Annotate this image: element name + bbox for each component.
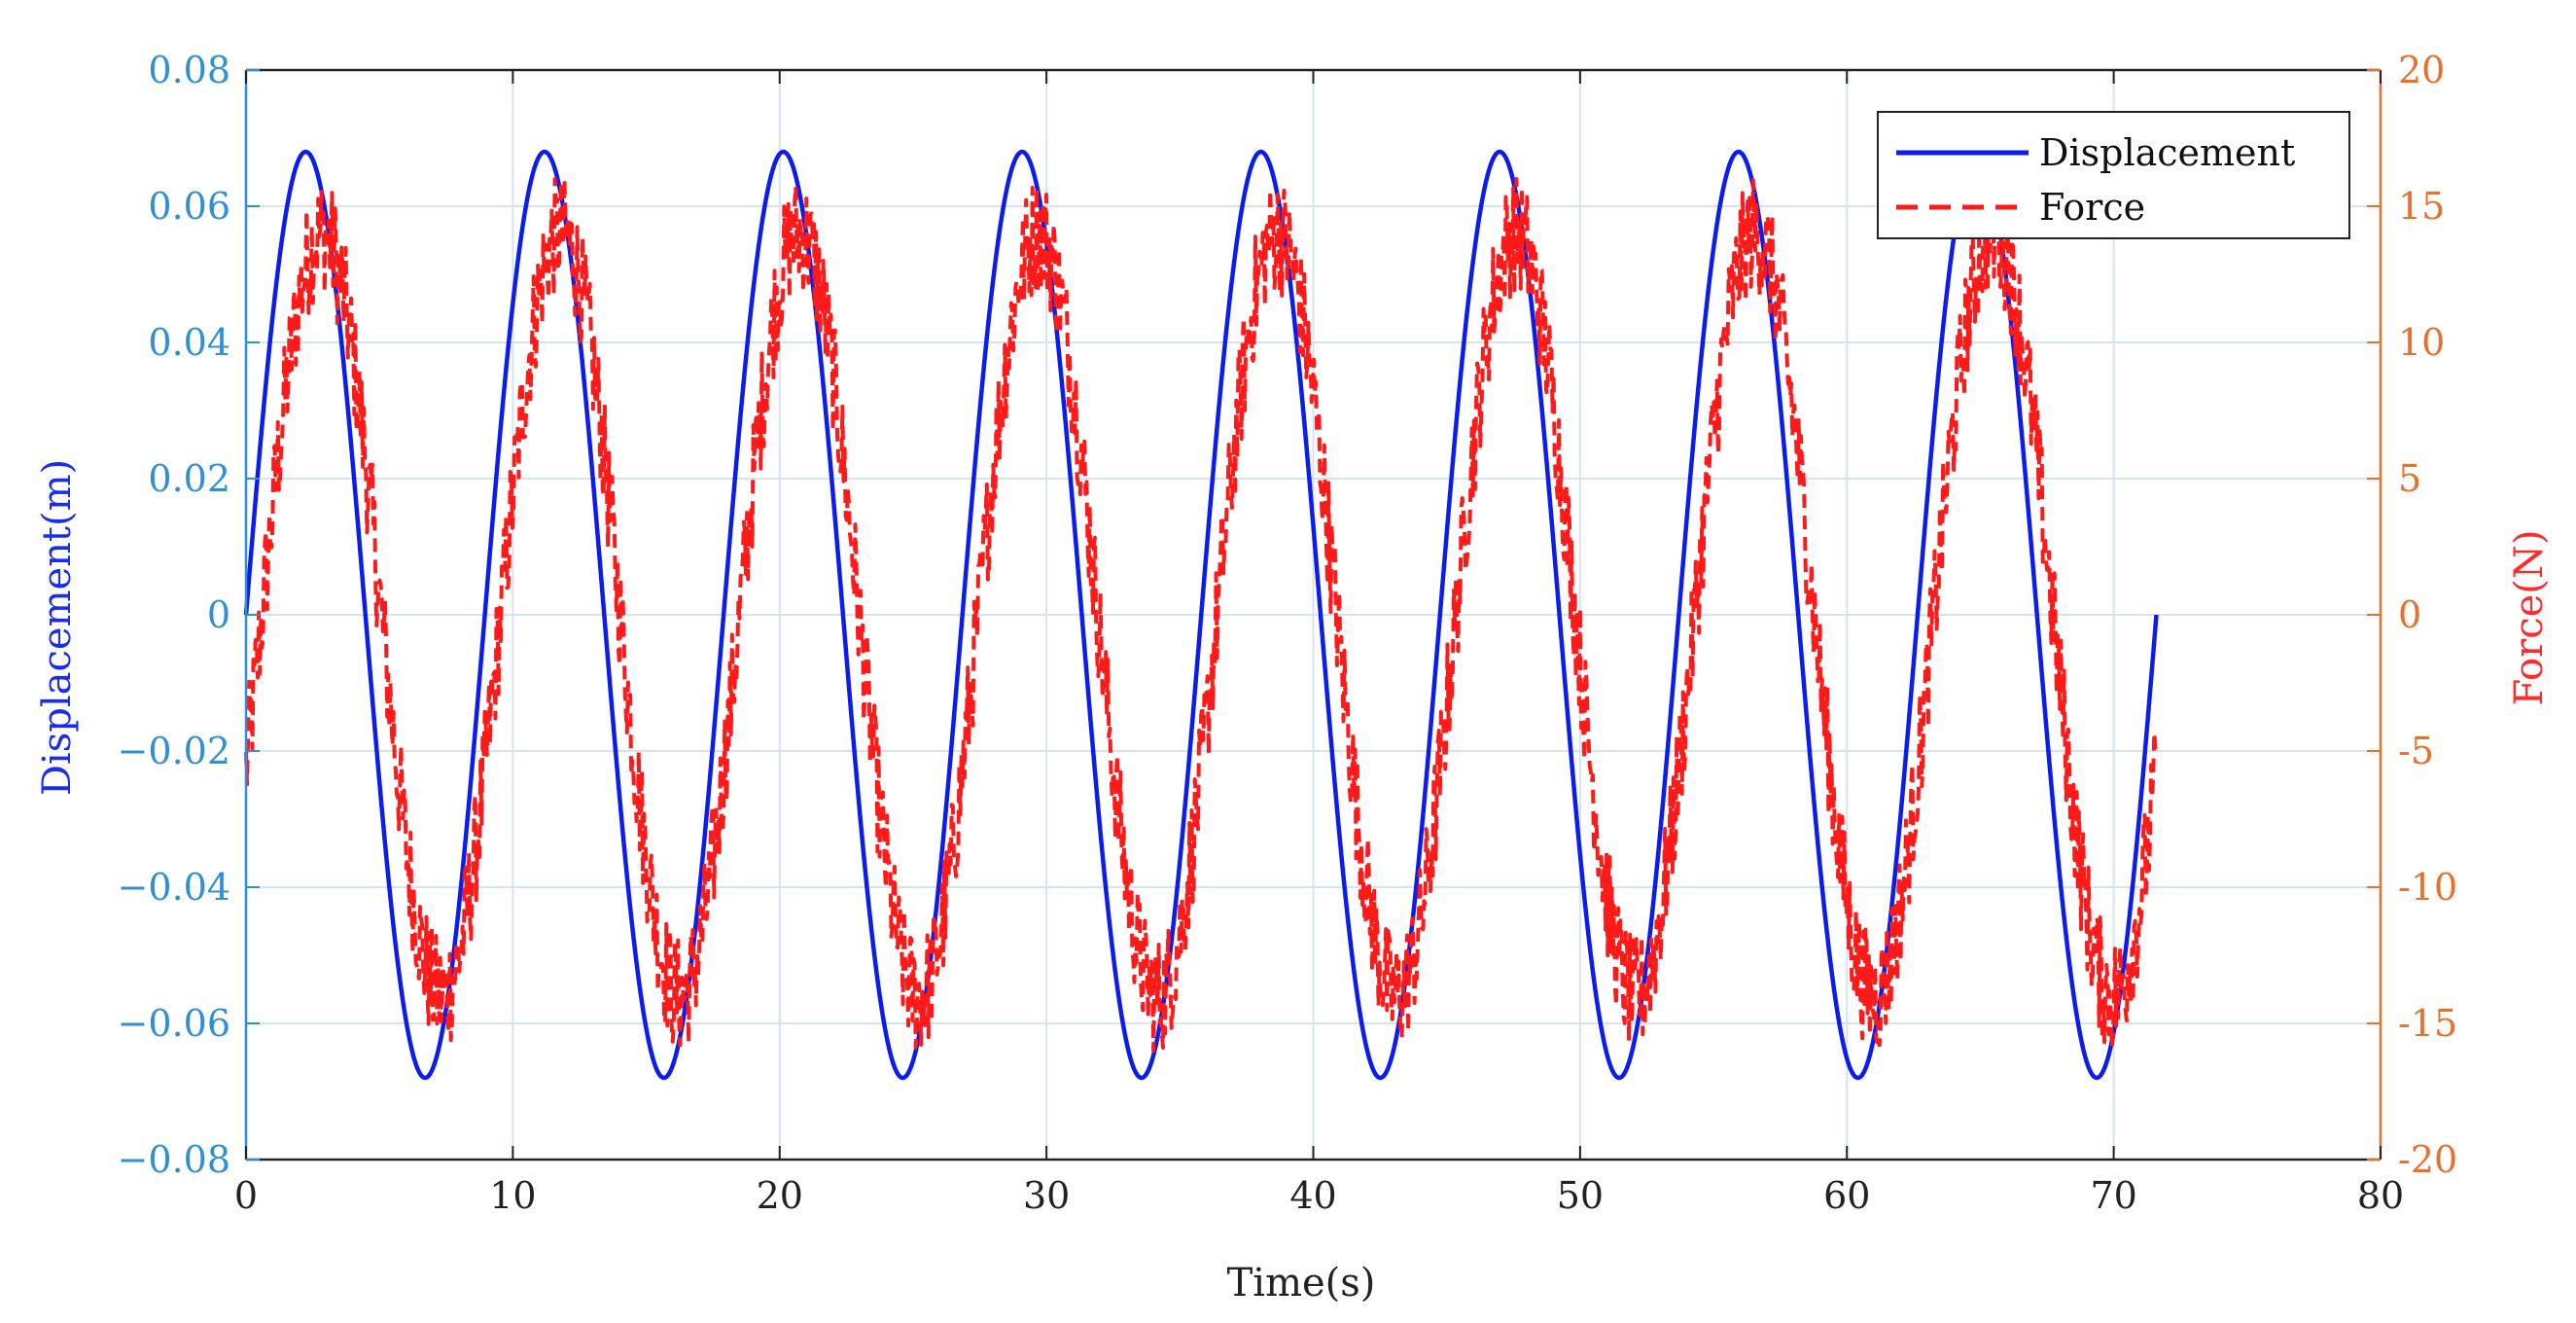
y-tick-label-right: 0 xyxy=(2398,593,2421,636)
tick-labels: 0 10 20 30 40 50 60 70 80−0.08−0.06−0.04−0.0200.… xyxy=(118,49,2458,1217)
plot-series xyxy=(243,149,2159,1081)
y-tick-label-left: 0.04 xyxy=(148,321,230,364)
y-tick-label-left: −0.06 xyxy=(118,1002,230,1045)
legend: Displacement Force xyxy=(1877,111,2350,239)
x-tick-label: 50 xyxy=(1557,1174,1604,1217)
y-tick-label-right: -10 xyxy=(2398,866,2457,909)
y-tick-label-right: -20 xyxy=(2398,1138,2457,1181)
x-tick-label: 40 xyxy=(1289,1174,1336,1217)
y-tick-label-left: 0.06 xyxy=(148,185,230,228)
y-tick-label-left: −0.02 xyxy=(118,730,230,772)
x-tick-label: 80 xyxy=(2357,1174,2404,1217)
legend-box xyxy=(1877,111,2350,239)
x-tick-label: 60 xyxy=(1823,1174,1870,1217)
x-tick-label: 70 xyxy=(2090,1174,2136,1217)
y-tick-label-right: 10 xyxy=(2398,321,2445,364)
y-tick-label-left: 0.02 xyxy=(148,457,230,500)
legend-label-force: Force xyxy=(2039,186,2145,229)
y-tick-label-right: -5 xyxy=(2398,730,2434,772)
y-tick-label-right: 20 xyxy=(2398,49,2445,91)
x-tick-label: 0 xyxy=(234,1174,258,1217)
axes xyxy=(244,68,2382,1162)
y-axis-right-title: Force(N) xyxy=(2507,529,2552,705)
x-tick-label: 20 xyxy=(757,1174,803,1217)
y-tick-label-left: 0 xyxy=(207,593,230,636)
y-tick-label-left: 0.08 xyxy=(148,49,230,91)
legend-label-displacement: Displacement xyxy=(2039,131,2295,174)
y-tick-label-right: 15 xyxy=(2398,185,2445,228)
y-tick-label-left: −0.04 xyxy=(118,866,230,909)
x-axis-title: Time(s) xyxy=(1227,1261,1376,1305)
y-tick-label-left: −0.08 xyxy=(118,1138,230,1181)
x-tick-label: 30 xyxy=(1023,1174,1070,1217)
series-line-force xyxy=(244,177,2159,1053)
x-tick-label: 10 xyxy=(489,1174,536,1217)
y-tick-label-right: 5 xyxy=(2398,457,2421,500)
y-axis-left-title: Displacement(m) xyxy=(35,459,80,796)
y-tick-label-right: -15 xyxy=(2398,1002,2457,1045)
